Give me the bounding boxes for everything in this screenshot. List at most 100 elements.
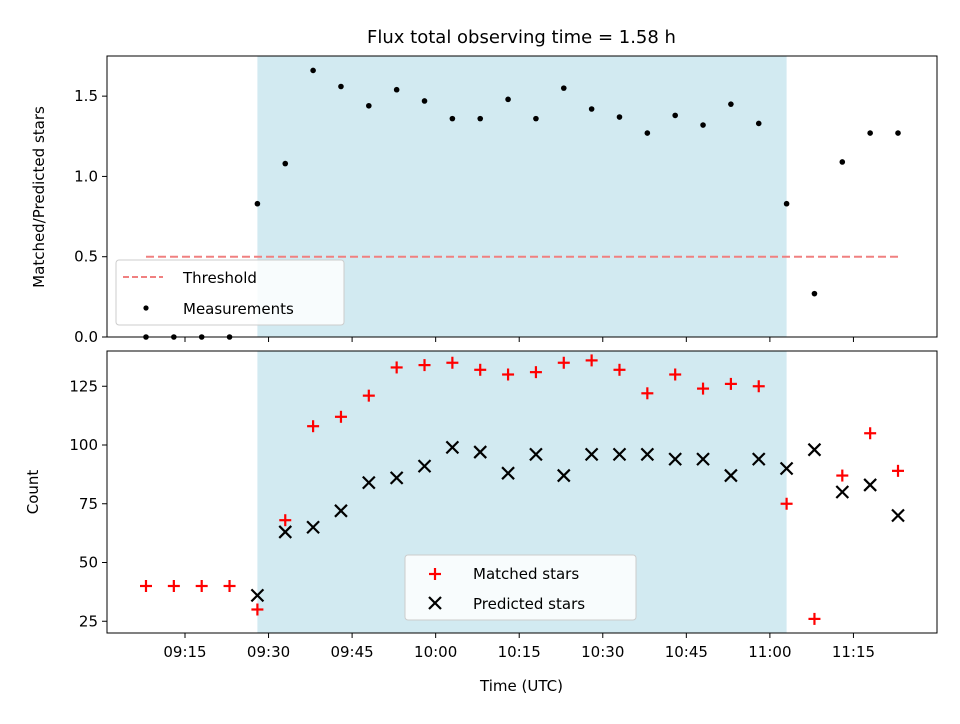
predicted-stars-point — [668, 452, 682, 466]
predicted-stars-point — [417, 459, 432, 473]
predicted-stars-point — [835, 485, 850, 499]
matched-stars-point — [390, 361, 403, 374]
matched-stars-point — [697, 382, 710, 395]
matched-stars-point — [557, 356, 570, 369]
bottom-xtick-label: 11:00 — [748, 643, 791, 661]
top-ytick-label: 1.0 — [74, 167, 98, 185]
bottom-ylabel: Count — [24, 470, 42, 515]
predicted-stars-point — [473, 445, 487, 459]
predicted-stars-point — [306, 520, 320, 535]
measurement-point — [393, 86, 400, 93]
predicted-stars-point — [501, 466, 515, 480]
matched-stars-point — [529, 366, 542, 379]
matched-stars-point — [251, 603, 264, 616]
measurement-point — [672, 112, 678, 119]
matched-stars-point — [585, 354, 598, 367]
predicted-stars-point — [807, 442, 822, 457]
predicted-stars-point — [891, 508, 905, 523]
top-shade-rect — [257, 56, 787, 337]
matched-stars-point — [195, 580, 208, 592]
predicted-stars-point — [529, 447, 543, 462]
matched-stars-point — [752, 380, 765, 393]
matched-stars-point — [474, 363, 487, 376]
predicted-stars-point — [724, 468, 738, 483]
top-ytick-label: 0.5 — [74, 248, 98, 266]
bottom-ytick-label: 75 — [79, 495, 98, 513]
matched-stars-point — [139, 580, 152, 592]
measurement-point — [895, 130, 901, 136]
bottom-legend: Matched stars Predicted stars — [404, 554, 637, 621]
bottom-ytick-label: 125 — [69, 377, 98, 395]
measurement-point — [338, 83, 344, 90]
measurement-point — [505, 96, 511, 103]
predicted-stars-point — [250, 588, 265, 603]
measurement-point — [477, 115, 484, 122]
bottom-xtick-label: 09:45 — [330, 643, 373, 661]
matched-stars-point — [307, 420, 320, 433]
predicted-stars-point — [334, 504, 348, 518]
predicted-stars-point — [779, 461, 794, 476]
measurement-point — [226, 334, 233, 340]
measurement-point — [143, 334, 149, 340]
matched-stars-point — [780, 497, 793, 510]
bottom-xtick-label: 10:45 — [665, 643, 708, 661]
measurement-point — [867, 130, 873, 136]
measurement-point — [728, 101, 734, 107]
predicted-stars-point — [389, 471, 404, 485]
measurement-point — [449, 115, 456, 122]
measurement-point — [533, 115, 539, 122]
bottom-xtick-label: 11:15 — [832, 643, 875, 661]
predicted-stars-point — [362, 475, 376, 490]
bottom-xtick-label: 09:15 — [163, 643, 206, 661]
matched-stars-point — [808, 612, 821, 625]
matched-stars-point — [362, 389, 375, 402]
top-axes: 0.0 0.5 1.0 1.5 — [74, 55, 938, 346]
threshold-legend-label: Threshold — [182, 269, 257, 287]
measurement-point — [366, 102, 372, 109]
chart-title: Flux total observing time = 1.58 h — [367, 27, 676, 48]
matched-stars-point — [334, 410, 347, 423]
measurement-point — [171, 334, 177, 340]
bottom-xtick-label: 09:30 — [247, 643, 290, 661]
top-legend: Threshold Measurements — [115, 259, 345, 326]
predicted-stars-point — [278, 525, 293, 539]
measurement-point — [644, 130, 651, 136]
measurement-point — [839, 159, 846, 165]
matched-legend-swatch — [429, 568, 441, 580]
predicted-stars-point — [640, 447, 655, 462]
matched-stars-point — [641, 387, 654, 400]
measurement-point — [198, 334, 205, 340]
measurement-point — [700, 122, 706, 128]
predicted-stars-point — [584, 447, 599, 462]
measurement-point — [588, 106, 595, 112]
measurements-legend-swatch — [143, 305, 149, 311]
measurement-point — [755, 120, 762, 127]
bottom-xtick-label: 10:30 — [581, 643, 624, 661]
predicted-stars-point — [557, 468, 571, 483]
measurement-point — [783, 200, 790, 207]
measurements-legend-label: Measurements — [183, 300, 294, 318]
matched-legend-label: Matched stars — [473, 565, 579, 583]
bottom-xtick-label: 10:15 — [498, 643, 541, 661]
bottom-xtick-label: 10:00 — [414, 643, 457, 661]
count-points — [139, 354, 905, 625]
predicted-stars-point — [445, 440, 460, 455]
top-ytick-label: 0.0 — [74, 328, 98, 346]
matched-stars-point — [836, 469, 849, 482]
predicted-stars-point — [612, 447, 627, 462]
measurement-point — [811, 290, 818, 297]
matched-stars-point — [669, 368, 682, 381]
top-ylabel: Matched/Predicted stars — [30, 106, 48, 288]
matched-stars-point — [418, 359, 431, 372]
bottom-ytick-label: 50 — [79, 554, 98, 572]
top-ytick-label: 1.5 — [74, 87, 98, 105]
measurement-point — [421, 98, 428, 104]
matched-stars-point — [892, 464, 905, 477]
top-frame — [106, 55, 938, 338]
predicted-stars-point — [751, 452, 766, 466]
predicted-stars-point — [863, 478, 877, 492]
bottom-xlabel: Time (UTC) — [479, 677, 563, 695]
matched-stars-point — [864, 427, 877, 440]
bottom-ytick-label: 25 — [79, 612, 98, 630]
